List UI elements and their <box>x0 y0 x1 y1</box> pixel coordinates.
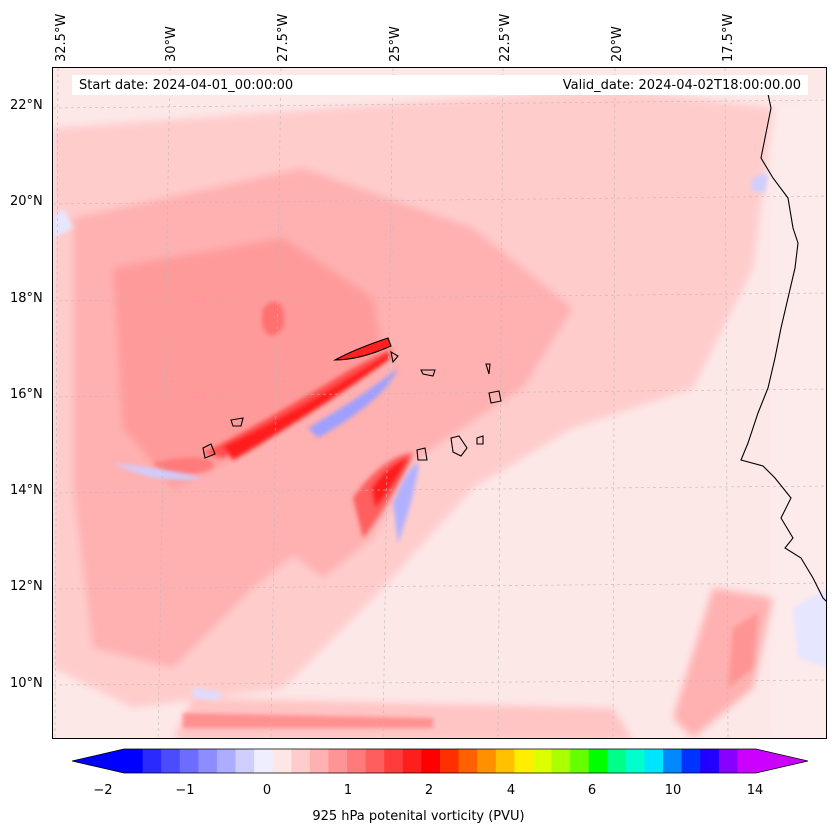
colorbar-tick: 0 <box>262 783 272 798</box>
colorbar-tick: 1 <box>343 783 353 798</box>
colorbar <box>72 748 808 774</box>
colorbar-swatch <box>663 749 683 773</box>
colorbar-swatch <box>440 749 460 773</box>
colorbar-swatch <box>570 749 590 773</box>
colorbar-tick: −1 <box>175 783 195 798</box>
colorbar-outline <box>72 748 808 774</box>
lat-label-20n: 20°N <box>10 194 43 209</box>
lon-label-17-5w: 17.5°W <box>721 13 736 62</box>
colorbar-tick: −2 <box>93 783 113 798</box>
colorbar-swatch <box>477 749 497 773</box>
pv-map-panel <box>52 67 827 739</box>
lat-label-18n: 18°N <box>10 291 43 306</box>
pv-contours-strong <box>153 301 758 728</box>
lat-label-12n: 12°N <box>10 579 43 594</box>
colorbar-swatch <box>142 749 162 773</box>
colorbar-swatch <box>458 749 478 773</box>
pv-negative-areas <box>53 173 826 700</box>
colorbar-swatch <box>607 749 627 773</box>
colorbar-swatch <box>718 749 738 773</box>
lon-label-30w: 30°W <box>164 26 179 62</box>
colorbar-swatch <box>495 749 515 773</box>
colorbar-tick: 10 <box>664 783 682 798</box>
colorbar-swatch <box>235 749 255 773</box>
colorbar-swatch <box>402 749 422 773</box>
colorbar-swatch <box>161 749 181 773</box>
colorbar-swatch <box>291 749 311 773</box>
colorbar-tick: 4 <box>506 783 516 798</box>
colorbar-swatch <box>588 749 608 773</box>
pv-field <box>53 68 826 738</box>
colorbar-label: 925 hPa potenital vorticity (PVU) <box>312 809 525 824</box>
colorbar-swatch <box>347 749 367 773</box>
cape-verde-islands <box>202 337 502 461</box>
colorbar-swatch <box>737 749 757 773</box>
lon-label-25w: 25°W <box>388 26 403 62</box>
colorbar-swatch <box>328 749 348 773</box>
colorbar-swatch <box>216 749 237 773</box>
header-background <box>72 75 808 95</box>
gridlines <box>53 68 826 738</box>
colorbar-swatch <box>124 749 144 773</box>
valid-date-label: Valid_date: 2024-04-02T18:00:00.00 <box>562 78 801 93</box>
africa-coastline <box>740 79 826 602</box>
colorbar-swatch <box>272 749 292 773</box>
colorbar-swatch <box>700 749 720 773</box>
lon-label-32-5w: 32.5°W <box>54 13 69 62</box>
colorbar-swatch <box>514 749 534 773</box>
colorbar-swatch <box>384 749 404 773</box>
colorbar-tick: 2 <box>424 783 434 798</box>
colorbar-swatch <box>625 749 645 773</box>
lon-label-22-5w: 22.5°W <box>498 13 513 62</box>
colorbar-swatch <box>254 749 274 773</box>
colorbar-swatch <box>532 749 553 773</box>
lon-label-27-5w: 27.5°W <box>276 13 291 62</box>
colorbar-swatch <box>365 749 385 773</box>
colorbar-tick: 14 <box>746 783 764 798</box>
colorbar-swatch <box>198 749 218 773</box>
colorbar-under-triangle <box>72 749 124 773</box>
colorbar-swatch <box>551 749 571 773</box>
lat-label-16n: 16°N <box>10 387 43 402</box>
colorbar-swatch <box>309 749 329 773</box>
colorbar-swatch <box>179 749 199 773</box>
lat-label-10n: 10°N <box>10 676 43 691</box>
colorbar-over-triangle <box>756 749 808 773</box>
lon-label-20w: 20°W <box>610 26 625 62</box>
colorbar-swatch <box>681 749 701 773</box>
colorbar-tick: 6 <box>587 783 597 798</box>
start-date-label: Start date: 2024-04-01_00:00:00 <box>79 78 294 93</box>
colorbar-swatch <box>644 749 664 773</box>
lat-label-22n: 22°N <box>10 98 43 113</box>
colorbar-swatch <box>421 749 441 773</box>
lat-label-14n: 14°N <box>10 483 43 498</box>
